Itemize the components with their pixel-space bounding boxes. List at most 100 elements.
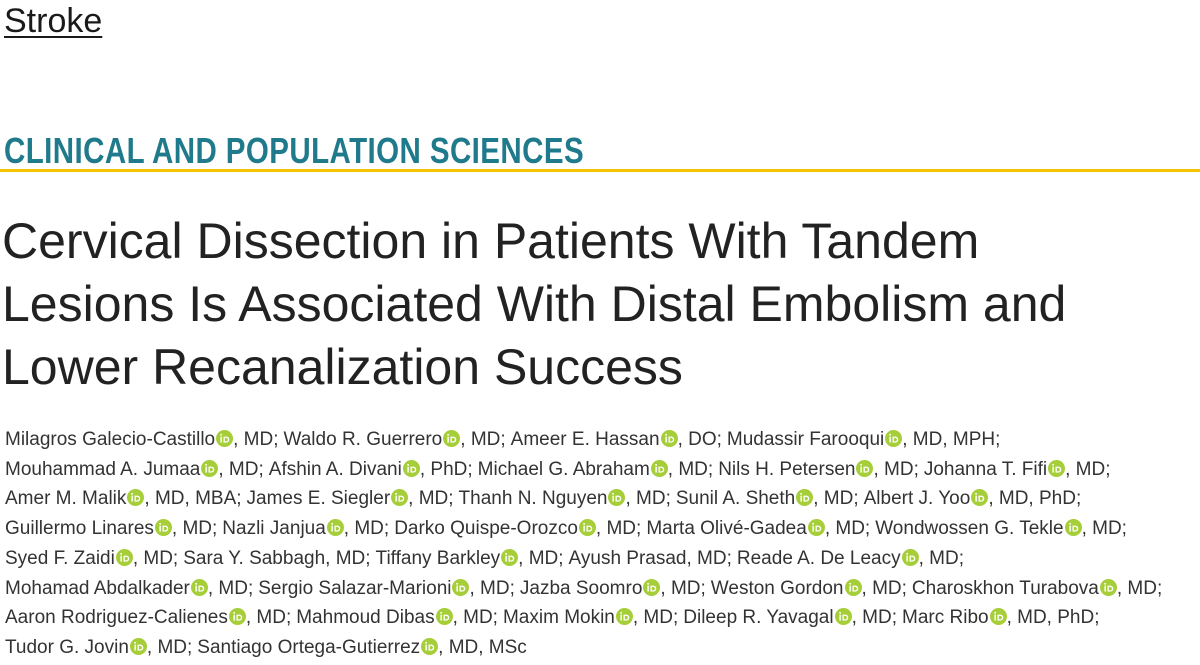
orcid-icon[interactable] <box>650 459 668 477</box>
author: Sergio Salazar-Marioni , MD; <box>258 578 515 599</box>
author-name[interactable]: Maxim Mokin <box>502 607 615 629</box>
orcid-icon[interactable] <box>402 459 420 477</box>
author-name[interactable]: Marc Ribo <box>902 607 989 629</box>
author-name[interactable]: Sergio Salazar-Marioni <box>258 577 452 599</box>
orcid-icon[interactable] <box>856 459 874 477</box>
orcid-icon[interactable] <box>578 519 596 537</box>
orcid-icon[interactable] <box>127 489 145 507</box>
author-name[interactable]: Marta Olivé-Gadea <box>646 518 807 540</box>
author-credentials: , MD; <box>632 607 679 629</box>
author-name[interactable]: Waldo R. Guerrero <box>283 429 443 450</box>
orcid-icon[interactable] <box>660 430 678 447</box>
author-credentials: , MD; <box>343 518 390 540</box>
orcid-icon[interactable] <box>115 548 133 566</box>
orcid-icon[interactable] <box>421 637 439 655</box>
author-name[interactable]: Jazba Soomro <box>519 577 643 599</box>
author-name[interactable]: Darko Quispe-Orozco <box>394 518 578 540</box>
author-name[interactable]: Nazli Janjua <box>222 518 326 540</box>
author-name[interactable]: James E. Siegler <box>246 488 391 510</box>
author-name[interactable]: Guillermo Linares <box>5 518 154 540</box>
author: Tiffany Barkley , MD; <box>376 548 564 569</box>
author-credentials: , MD; <box>218 458 264 480</box>
author-name[interactable]: Michael G. Abraham <box>477 458 650 480</box>
author-credentials: , MD, MBA; <box>144 488 242 510</box>
author-name[interactable]: Santiago Ortega-Gutierrez <box>197 636 421 658</box>
author-name[interactable]: Thanh N. Nguyen <box>458 488 608 510</box>
author-credentials: , MD; <box>233 429 279 450</box>
author-name[interactable]: Wondwossen G. Tekle <box>875 518 1064 540</box>
orcid-icon[interactable] <box>1099 578 1117 596</box>
journal-name[interactable]: Stroke <box>4 2 103 40</box>
orcid-icon[interactable] <box>1048 459 1066 477</box>
author: Thanh N. Nguyen , MD; <box>459 488 671 509</box>
author-name[interactable]: Charoskhon Turabova <box>911 577 1099 599</box>
author-credentials: , MD; <box>1116 577 1163 599</box>
orcid-icon[interactable] <box>971 489 989 507</box>
author: Tudor G. Jovin , MD; <box>5 637 192 658</box>
orcid-icon[interactable] <box>154 519 172 537</box>
author-line: Guillermo Linares, MD; Nazli Janjua, MD; D… <box>5 514 1167 544</box>
orcid-icon[interactable] <box>1064 519 1082 537</box>
author-name[interactable]: Weston Gordon <box>710 577 844 599</box>
orcid-icon[interactable] <box>643 578 661 596</box>
author-name[interactable]: Dileep R. Yavagal <box>683 607 834 629</box>
orcid-icon[interactable] <box>844 578 862 596</box>
author-credentials: , MD; <box>146 636 193 658</box>
author-name[interactable]: Amer M. Malik <box>5 488 127 510</box>
author-name[interactable]: Mudassir Farooqui <box>726 429 885 450</box>
orcid-icon[interactable] <box>201 459 219 477</box>
author-name[interactable]: Syed F. Zaidi <box>5 547 115 569</box>
author-name[interactable]: Johanna T. Fifi <box>923 458 1048 480</box>
author-name[interactable]: Milagros Galecio-Castillo <box>5 429 216 450</box>
orcid-icon[interactable] <box>608 489 626 507</box>
author-name[interactable]: Tudor G. Jovin <box>5 636 129 658</box>
orcid-icon[interactable] <box>228 608 246 626</box>
author: Dileep R. Yavagal , MD; <box>683 607 897 628</box>
orcid-icon[interactable] <box>443 430 461 447</box>
orcid-icon[interactable] <box>796 489 814 507</box>
author-name[interactable]: Afshin A. Divani <box>268 458 402 480</box>
orcid-icon[interactable] <box>326 519 344 537</box>
author-name[interactable]: Ameer E. Hassan <box>510 429 660 450</box>
orcid-icon[interactable] <box>989 608 1007 626</box>
author-credentials: , MD; <box>469 577 515 599</box>
orcid-icon[interactable] <box>501 548 519 566</box>
orcid-icon[interactable] <box>452 578 470 596</box>
author-name[interactable]: Mahmoud Dibas <box>296 607 435 629</box>
author: Johanna T. Fifi , MD; <box>924 459 1111 480</box>
orcid-icon[interactable] <box>216 430 234 447</box>
author-name[interactable]: Ayush Prasad <box>568 547 687 569</box>
author-credentials: , MD, MSc <box>438 636 527 658</box>
orcid-icon[interactable] <box>435 608 453 626</box>
author-name[interactable]: Tiffany Barkley <box>375 547 501 569</box>
orcid-icon[interactable] <box>885 430 903 447</box>
author-credentials: , MD; <box>625 488 671 510</box>
author-name[interactable]: Sara Y. Sabbagh <box>183 547 326 569</box>
author-name[interactable]: Mouhammad A. Jumaa <box>5 458 201 480</box>
orcid-icon[interactable] <box>129 637 147 655</box>
author: Mohamad Abdalkader , MD; <box>5 578 253 599</box>
author-name[interactable]: Nils H. Petersen <box>718 458 856 480</box>
orcid-icon[interactable] <box>391 489 409 507</box>
author: Ayush Prasad, MD; <box>569 548 732 569</box>
author: Marta Olivé-Gadea , MD; <box>646 518 870 539</box>
author: Wondwossen G. Tekle , MD; <box>875 518 1127 539</box>
author-name[interactable]: Sunil A. Sheth <box>675 488 796 510</box>
author-credentials: , MD; <box>851 607 897 629</box>
author-name[interactable]: Mohamad Abdalkader <box>5 577 190 599</box>
author-name[interactable]: Albert J. Yoo <box>863 488 971 510</box>
orcid-icon[interactable] <box>807 519 825 537</box>
orcid-icon[interactable] <box>190 578 208 596</box>
author-credentials: , MD; <box>460 429 506 450</box>
author: Syed F. Zaidi , MD; <box>5 548 178 569</box>
section-rule <box>0 169 1200 172</box>
orcid-icon[interactable] <box>901 548 919 566</box>
author-line: Mohamad Abdalkader, MD; Sergio Salazar-Ma… <box>5 574 1167 604</box>
author-credentials: , MD; <box>245 607 292 629</box>
orcid-icon[interactable] <box>834 608 852 626</box>
author: Milagros Galecio-Castillo , MD; <box>5 429 279 450</box>
author-credentials: , MD; <box>824 518 871 540</box>
author-name[interactable]: Aaron Rodriguez-Calienes <box>5 607 228 629</box>
orcid-icon[interactable] <box>615 608 633 626</box>
author-name[interactable]: Reade A. De Leacy <box>736 547 901 569</box>
